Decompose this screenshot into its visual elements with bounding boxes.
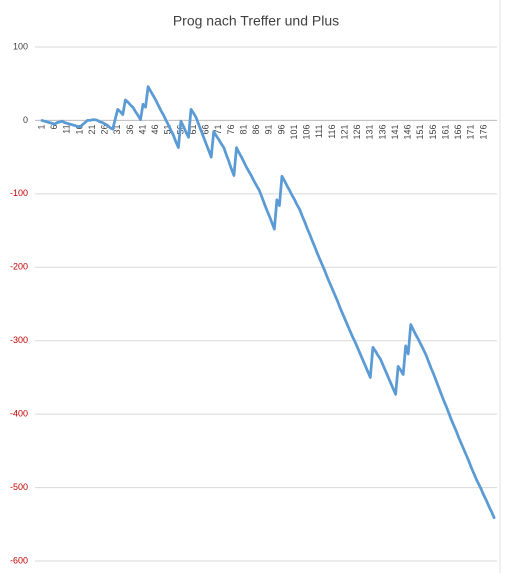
y-tick-label: 0 bbox=[23, 115, 28, 125]
x-tick-label: 51 bbox=[163, 124, 173, 134]
x-tick-label: 61 bbox=[188, 124, 198, 134]
y-tick-label: -100 bbox=[10, 188, 28, 198]
x-tick-label: 31 bbox=[112, 124, 122, 134]
x-tick-label: 126 bbox=[352, 124, 362, 139]
x-tick-label: 166 bbox=[453, 124, 463, 139]
x-tick-label: 111 bbox=[314, 124, 324, 138]
x-tick-label: 161 bbox=[440, 124, 450, 139]
y-tick-label: -600 bbox=[10, 555, 28, 565]
x-tick-label: 36 bbox=[125, 124, 135, 134]
x-tick-label: 26 bbox=[100, 124, 110, 134]
x-tick-label: 176 bbox=[478, 124, 488, 139]
x-tick-label: 101 bbox=[289, 124, 299, 139]
x-tick-label: 131 bbox=[365, 124, 375, 139]
x-tick-label: 121 bbox=[339, 124, 349, 139]
x-tick-label: 171 bbox=[466, 124, 476, 139]
x-tick-label: 76 bbox=[226, 124, 236, 134]
x-tick-label: 21 bbox=[87, 124, 97, 134]
x-tick-label: 141 bbox=[390, 124, 400, 139]
x-tick-label: 81 bbox=[238, 124, 248, 134]
x-tick-label: 1 bbox=[36, 124, 46, 129]
x-tick-label: 96 bbox=[276, 124, 286, 134]
x-tick-label: 156 bbox=[428, 124, 438, 139]
x-tick-label: 151 bbox=[415, 124, 425, 139]
y-tick-label: -500 bbox=[10, 482, 28, 492]
chart-title: Prog nach Treffer und Plus bbox=[173, 13, 339, 29]
x-tick-label: 41 bbox=[137, 124, 147, 134]
x-tick-label: 66 bbox=[201, 124, 211, 134]
x-tick-label: 91 bbox=[264, 124, 274, 134]
x-tick-label: 6 bbox=[49, 124, 59, 129]
x-tick-label: 11 bbox=[62, 124, 72, 133]
y-tick-label: 100 bbox=[13, 41, 28, 51]
y-tick-label: -200 bbox=[10, 262, 28, 272]
x-tick-label: 71 bbox=[213, 124, 223, 134]
y-tick-label: -300 bbox=[10, 335, 28, 345]
x-tick-label: 46 bbox=[150, 124, 160, 134]
x-tick-label: 106 bbox=[302, 124, 312, 139]
x-tick-label: 136 bbox=[377, 124, 387, 139]
x-tick-label: 86 bbox=[251, 124, 261, 134]
data-line bbox=[40, 85, 496, 520]
y-tick-label: -400 bbox=[10, 409, 28, 419]
x-tick-label: 146 bbox=[403, 124, 413, 139]
x-tick-label: 16 bbox=[74, 124, 84, 134]
x-tick-label: 116 bbox=[327, 124, 337, 138]
